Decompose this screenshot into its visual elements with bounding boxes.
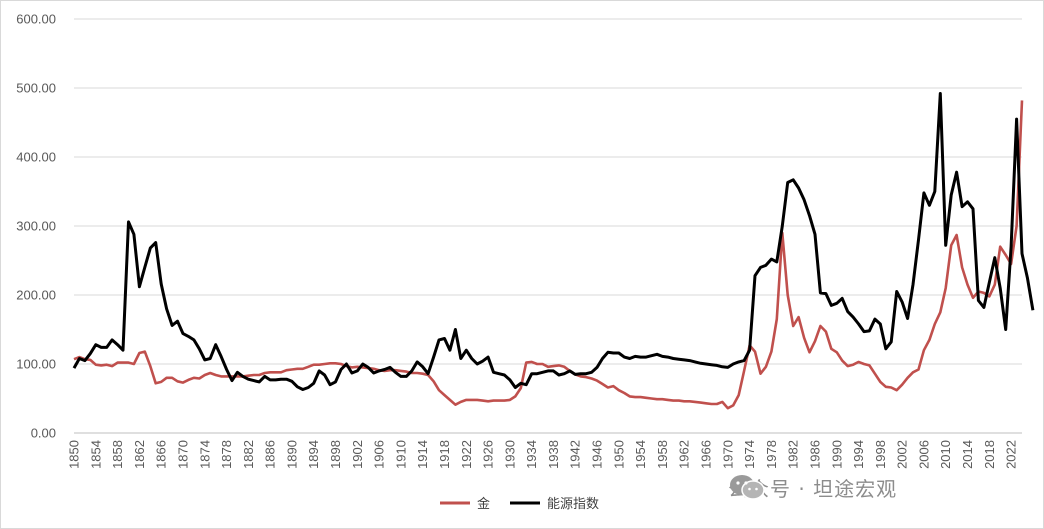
x-tick-label: 2006 bbox=[916, 440, 931, 469]
x-tick-label: 1910 bbox=[393, 440, 408, 469]
legend-label-energy: 能源指数 bbox=[547, 497, 599, 512]
y-tick-label: 400.00 bbox=[16, 150, 56, 165]
x-tick-label: 1922 bbox=[459, 440, 474, 469]
x-tick-label: 1886 bbox=[263, 440, 278, 469]
x-tick-label: 1874 bbox=[197, 440, 212, 469]
x-tick-label: 1950 bbox=[611, 440, 626, 469]
x-tick-label: 1858 bbox=[110, 440, 125, 469]
x-tick-label: 1990 bbox=[829, 440, 844, 469]
x-axis-ticks: 1850 1854 1858 1862 1866 1870 1874 1878 1882 1886… bbox=[67, 440, 1019, 469]
x-tick-label: 1918 bbox=[437, 440, 452, 469]
series-line-gold bbox=[73, 100, 1024, 410]
x-tick-label: 1954 bbox=[633, 440, 648, 469]
x-tick-label: 1946 bbox=[590, 440, 605, 469]
y-tick-label: 200.00 bbox=[16, 288, 56, 303]
y-tick-label: 100.00 bbox=[16, 357, 56, 372]
x-tick-label: 2010 bbox=[938, 440, 953, 469]
x-tick-label: 1882 bbox=[241, 440, 256, 469]
x-tick-label: 1862 bbox=[132, 440, 147, 469]
x-tick-label: 1982 bbox=[786, 440, 801, 469]
x-tick-label: 2014 bbox=[960, 440, 975, 469]
x-tick-label: 1970 bbox=[720, 440, 735, 469]
x-tick-label: 1962 bbox=[677, 440, 692, 469]
x-tick-label: 1878 bbox=[219, 440, 234, 469]
x-tick-label: 1974 bbox=[742, 440, 757, 469]
x-tick-label: 1926 bbox=[481, 440, 496, 469]
x-tick-label: 1914 bbox=[415, 440, 430, 469]
x-tick-label: 2022 bbox=[1004, 440, 1019, 469]
x-tick-label: 1870 bbox=[175, 440, 190, 469]
y-tick-label: 600.00 bbox=[16, 12, 56, 27]
series-lines bbox=[72, 92, 1035, 410]
x-tick-label: 1898 bbox=[328, 440, 343, 469]
x-tick-label: 2018 bbox=[982, 440, 997, 469]
x-tick-label: 1998 bbox=[873, 440, 888, 469]
x-tick-label: 1942 bbox=[568, 440, 583, 469]
x-tick-label: 1866 bbox=[154, 440, 169, 469]
legend: 金 能源指数 bbox=[440, 496, 599, 512]
x-tick-label: 1906 bbox=[372, 440, 387, 469]
y-tick-label: 0.00 bbox=[31, 426, 56, 441]
wechat-icon bbox=[730, 475, 765, 500]
watermark: 公众号 · 坦途宏观 bbox=[728, 472, 897, 502]
x-tick-label: 1986 bbox=[807, 440, 822, 469]
y-tick-label: 300.00 bbox=[16, 219, 56, 234]
x-tick-label: 1854 bbox=[88, 440, 103, 469]
x-tick-label: 1890 bbox=[284, 440, 299, 469]
x-tick-label: 1934 bbox=[524, 440, 539, 469]
y-axis-ticks: 0.00 100.00 200.00 300.00 400.00 500.00 600.00 bbox=[16, 12, 56, 441]
y-tick-label: 500.00 bbox=[16, 81, 56, 96]
x-tick-label: 1930 bbox=[502, 440, 517, 469]
x-tick-label: 1994 bbox=[851, 440, 866, 469]
legend-label-gold: 金 bbox=[477, 496, 490, 512]
x-tick-label: 1938 bbox=[546, 440, 561, 469]
x-tick-label: 1958 bbox=[655, 440, 670, 469]
x-tick-label: 1850 bbox=[67, 440, 82, 469]
x-tick-label: 1978 bbox=[764, 440, 779, 469]
x-tick-label: 1894 bbox=[306, 440, 321, 469]
series-line-energy-index bbox=[72, 92, 1035, 391]
x-tick-label: 1902 bbox=[350, 440, 365, 469]
x-tick-label: 2002 bbox=[895, 440, 910, 469]
x-tick-label: 1966 bbox=[699, 440, 714, 469]
